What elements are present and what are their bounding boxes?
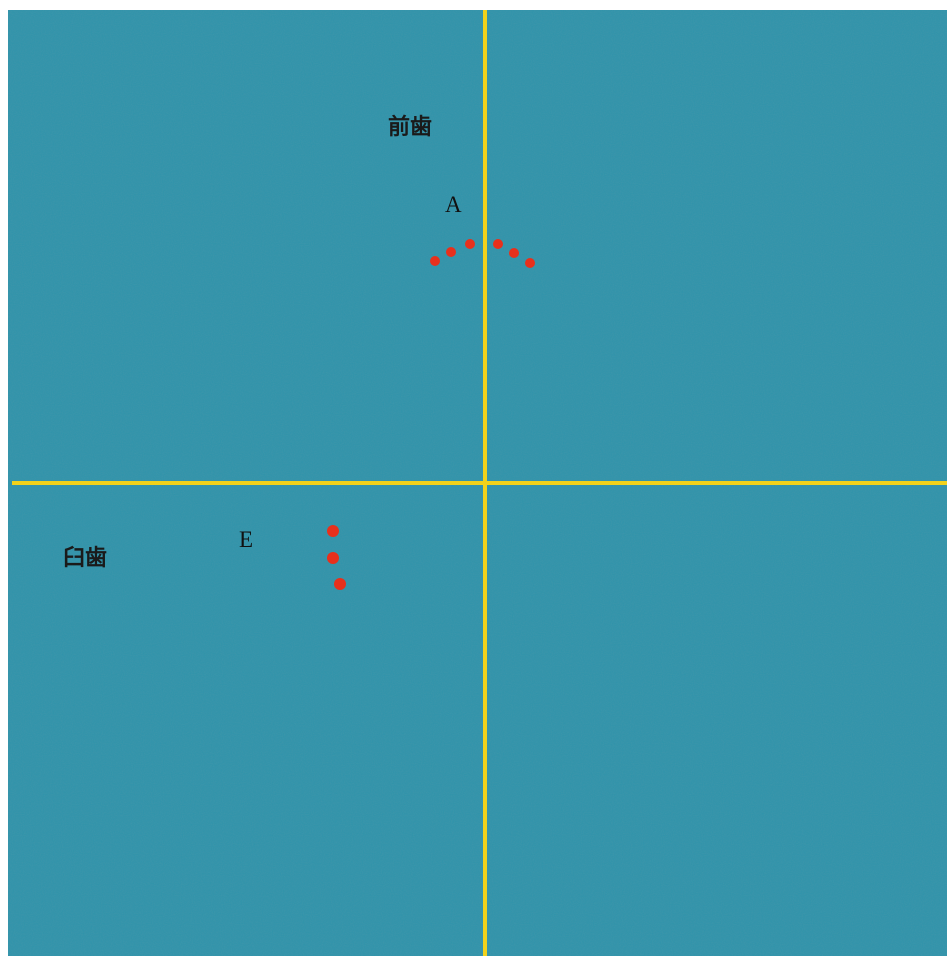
front-tooth-dot: [446, 247, 456, 257]
molar-dot: [327, 525, 339, 537]
point-label-e: E: [239, 527, 253, 552]
molar-dot: [327, 552, 339, 564]
dental-diagram-canvas: 前歯 臼歯 A E: [8, 10, 947, 956]
point-label-a: A: [445, 192, 462, 217]
front-tooth-dot: [465, 239, 475, 249]
front-tooth-dot: [430, 256, 440, 266]
front-tooth-dot: [525, 258, 535, 268]
front-tooth-dot: [509, 248, 519, 258]
front-teeth-label: 前歯: [388, 114, 432, 140]
diagram-svg: 前歯 臼歯 A E: [8, 10, 947, 956]
molar-dot: [334, 578, 346, 590]
front-tooth-dot: [493, 239, 503, 249]
molars-label: 臼歯: [63, 545, 107, 571]
